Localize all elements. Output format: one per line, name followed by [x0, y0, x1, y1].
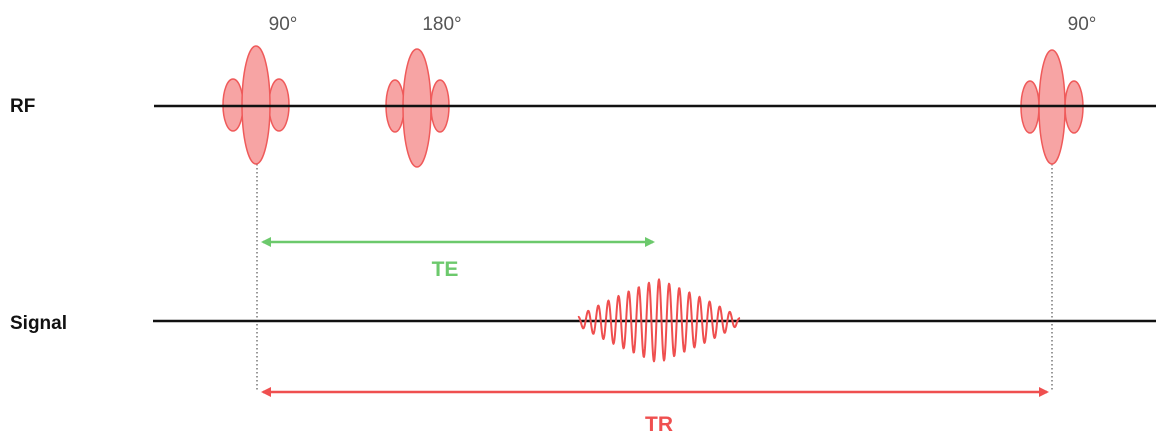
- tr-label: TR: [645, 413, 673, 436]
- pulse-90-label-second: 90°: [1068, 14, 1097, 35]
- echo-signal-waveform: [577, 278, 741, 363]
- signal-row-label: Signal: [10, 313, 67, 334]
- te-label: TE: [432, 258, 459, 281]
- rf-row-label: RF: [10, 96, 35, 117]
- pulse-90-label-first: 90°: [269, 14, 298, 35]
- rf-pulse-180: [385, 48, 450, 168]
- pulse-180-label: 180°: [422, 14, 461, 35]
